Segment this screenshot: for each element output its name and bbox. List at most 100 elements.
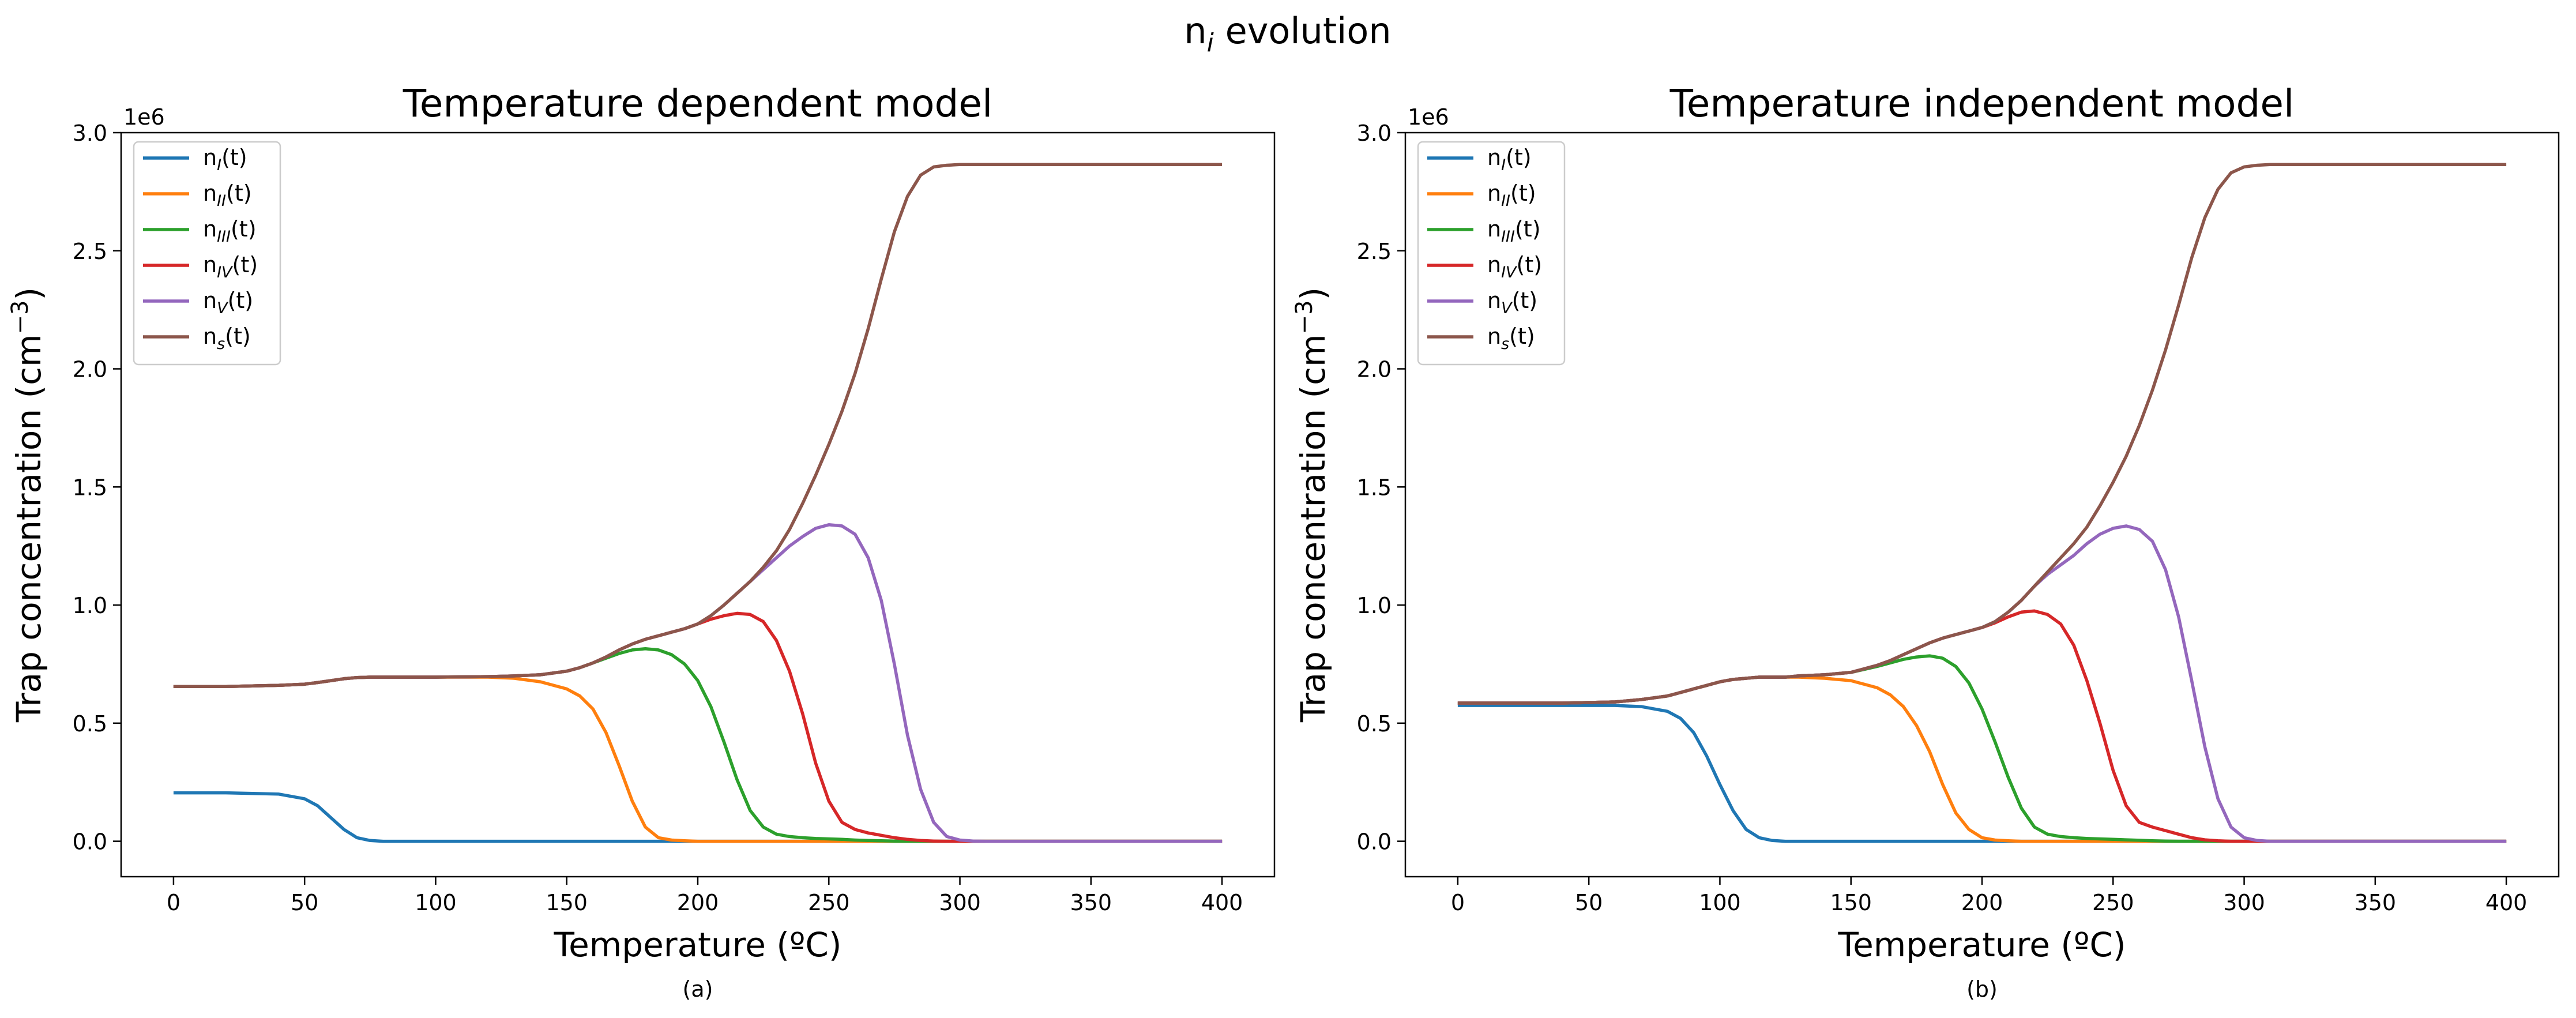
legend-label-n: n [1487, 145, 1501, 170]
legend-label-subscript: I [1501, 156, 1506, 174]
x-tick-label: 250 [2092, 890, 2134, 915]
legend-label-subscript: V [217, 299, 229, 317]
legend-label: ns(t) [1487, 324, 1535, 353]
legend-label-n: n [1487, 288, 1501, 313]
legend-label-n: n [203, 288, 217, 313]
legend-label-n: n [1487, 216, 1501, 242]
legend-label-subscript: III [217, 228, 231, 246]
legend-label-subscript: III [1501, 228, 1515, 246]
y-axis-label-main: Trap concentration (cm [9, 334, 48, 723]
legend-label-subscript: I [217, 156, 221, 174]
x-tick-label: 300 [939, 890, 981, 915]
legend-label-n: n [1487, 252, 1501, 277]
legend-label-subscript: II [217, 192, 226, 210]
y-axis-label-superscript: −3 [7, 300, 33, 334]
legend-label: nV(t) [203, 288, 253, 317]
panel-caption: (b) [1966, 976, 1998, 1002]
suptitle-rest: evolution [1214, 10, 1392, 52]
y-tick-label: 2.0 [1357, 357, 1392, 382]
legend-label-n: n [1487, 181, 1501, 206]
x-tick-label: 100 [415, 890, 457, 915]
legend-label-subscript: V [1501, 299, 1513, 317]
y-tick-label: 0.5 [73, 711, 107, 737]
y-tick-label: 1.0 [73, 593, 107, 618]
legend-label-t: (t) [221, 145, 247, 170]
series-line-I [173, 791, 1223, 843]
legend-label-t: (t) [1517, 252, 1543, 277]
legend-label: nV(t) [1487, 288, 1537, 317]
series-line-V [1457, 524, 2507, 843]
y-axis-label: Trap concentration (cm−3) [7, 287, 48, 723]
series-line-s [173, 163, 1223, 689]
legend-label-t: (t) [228, 288, 254, 313]
legend-label: nIII(t) [1487, 216, 1541, 246]
x-tick-label: 200 [1961, 890, 2003, 915]
y-tick-label: 2.0 [73, 357, 107, 382]
y-tick-label: 2.5 [1357, 239, 1392, 264]
legend-label: nI(t) [203, 145, 247, 174]
x-tick-label: 50 [291, 890, 318, 915]
series-line-III [173, 647, 1223, 843]
x-tick-label: 250 [808, 890, 850, 915]
legend-label-t: (t) [1512, 288, 1538, 313]
suptitle-subscript: i [1207, 28, 1214, 58]
legend-box [133, 141, 281, 366]
y-tick-label: 3.0 [73, 121, 107, 146]
legend-label-n: n [203, 252, 217, 277]
plot-frame [1404, 132, 2560, 878]
legend-label-subscript: II [1501, 192, 1510, 210]
y-offset-multiplier: 1e6 [1408, 104, 1449, 130]
y-tick-label: 1.5 [73, 475, 107, 500]
legend-label-t: (t) [232, 252, 258, 277]
legend-label-t: (t) [231, 216, 257, 242]
y-offset-multiplier: 1e6 [123, 104, 165, 130]
y-axis-label-close: ) [1293, 287, 1333, 300]
y-axis-label-main: Trap concentration (cm [1293, 334, 1333, 723]
legend-label: nIV(t) [1487, 252, 1542, 281]
legend-label-subscript: IV [1501, 264, 1518, 281]
y-tick-label: 1.5 [1357, 475, 1392, 500]
series-line-III [1457, 654, 2507, 843]
chart-title: Temperature independent model [1669, 81, 2295, 126]
x-tick-label: 400 [2485, 890, 2528, 915]
y-axis-label: Trap concentration (cm−3) [1291, 287, 1333, 723]
legend-label-t: (t) [226, 181, 252, 206]
x-axis-label: Temperature (ºC) [554, 925, 842, 964]
y-tick-label: 0.0 [73, 829, 107, 855]
legend-label: ns(t) [203, 324, 251, 353]
y-tick-label: 1.0 [1357, 593, 1392, 618]
y-axis-label-close: ) [9, 287, 48, 300]
x-tick-label: 0 [1451, 890, 1465, 915]
legend-label-n: n [203, 145, 217, 170]
legend-label-subscript: s [217, 335, 225, 353]
legend-label-subscript: s [1501, 335, 1509, 353]
suptitle-main: n [1184, 10, 1206, 52]
x-tick-label: 300 [2223, 890, 2265, 915]
legend-label-t: (t) [1509, 324, 1535, 349]
legend-label-t: (t) [225, 324, 251, 349]
legend-label-n: n [203, 324, 217, 349]
legend-label: nII(t) [1487, 181, 1536, 210]
series-line-s [1457, 163, 2507, 705]
panel-caption: (a) [683, 976, 713, 1002]
x-tick-label: 400 [1201, 890, 1243, 915]
y-tick-label: 3.0 [1357, 121, 1392, 146]
y-axis-label-superscript: −3 [1291, 300, 1318, 334]
x-tick-label: 100 [1699, 890, 1741, 915]
legend-label: nII(t) [203, 181, 252, 210]
x-tick-label: 350 [1070, 890, 1112, 915]
y-tick-label: 0.0 [1357, 829, 1392, 855]
x-tick-label: 0 [167, 890, 180, 915]
x-axis-label: Temperature (ºC) [1838, 925, 2126, 964]
series-line-IV [173, 611, 1223, 843]
x-tick-label: 200 [677, 890, 719, 915]
legend-label-n: n [203, 216, 217, 242]
y-tick-label: 2.5 [73, 239, 107, 264]
panel-a: Temperature dependent model 0 50 100 150 200 2… [7, 81, 1276, 1002]
legend-box [1417, 141, 1566, 366]
figure-suptitle: ni evolution [1184, 10, 1391, 58]
series-line-I [1457, 704, 2507, 843]
legend-label-n: n [203, 181, 217, 206]
panel-b: Temperature independent model 0 50 100 150 20… [1291, 81, 2560, 1002]
